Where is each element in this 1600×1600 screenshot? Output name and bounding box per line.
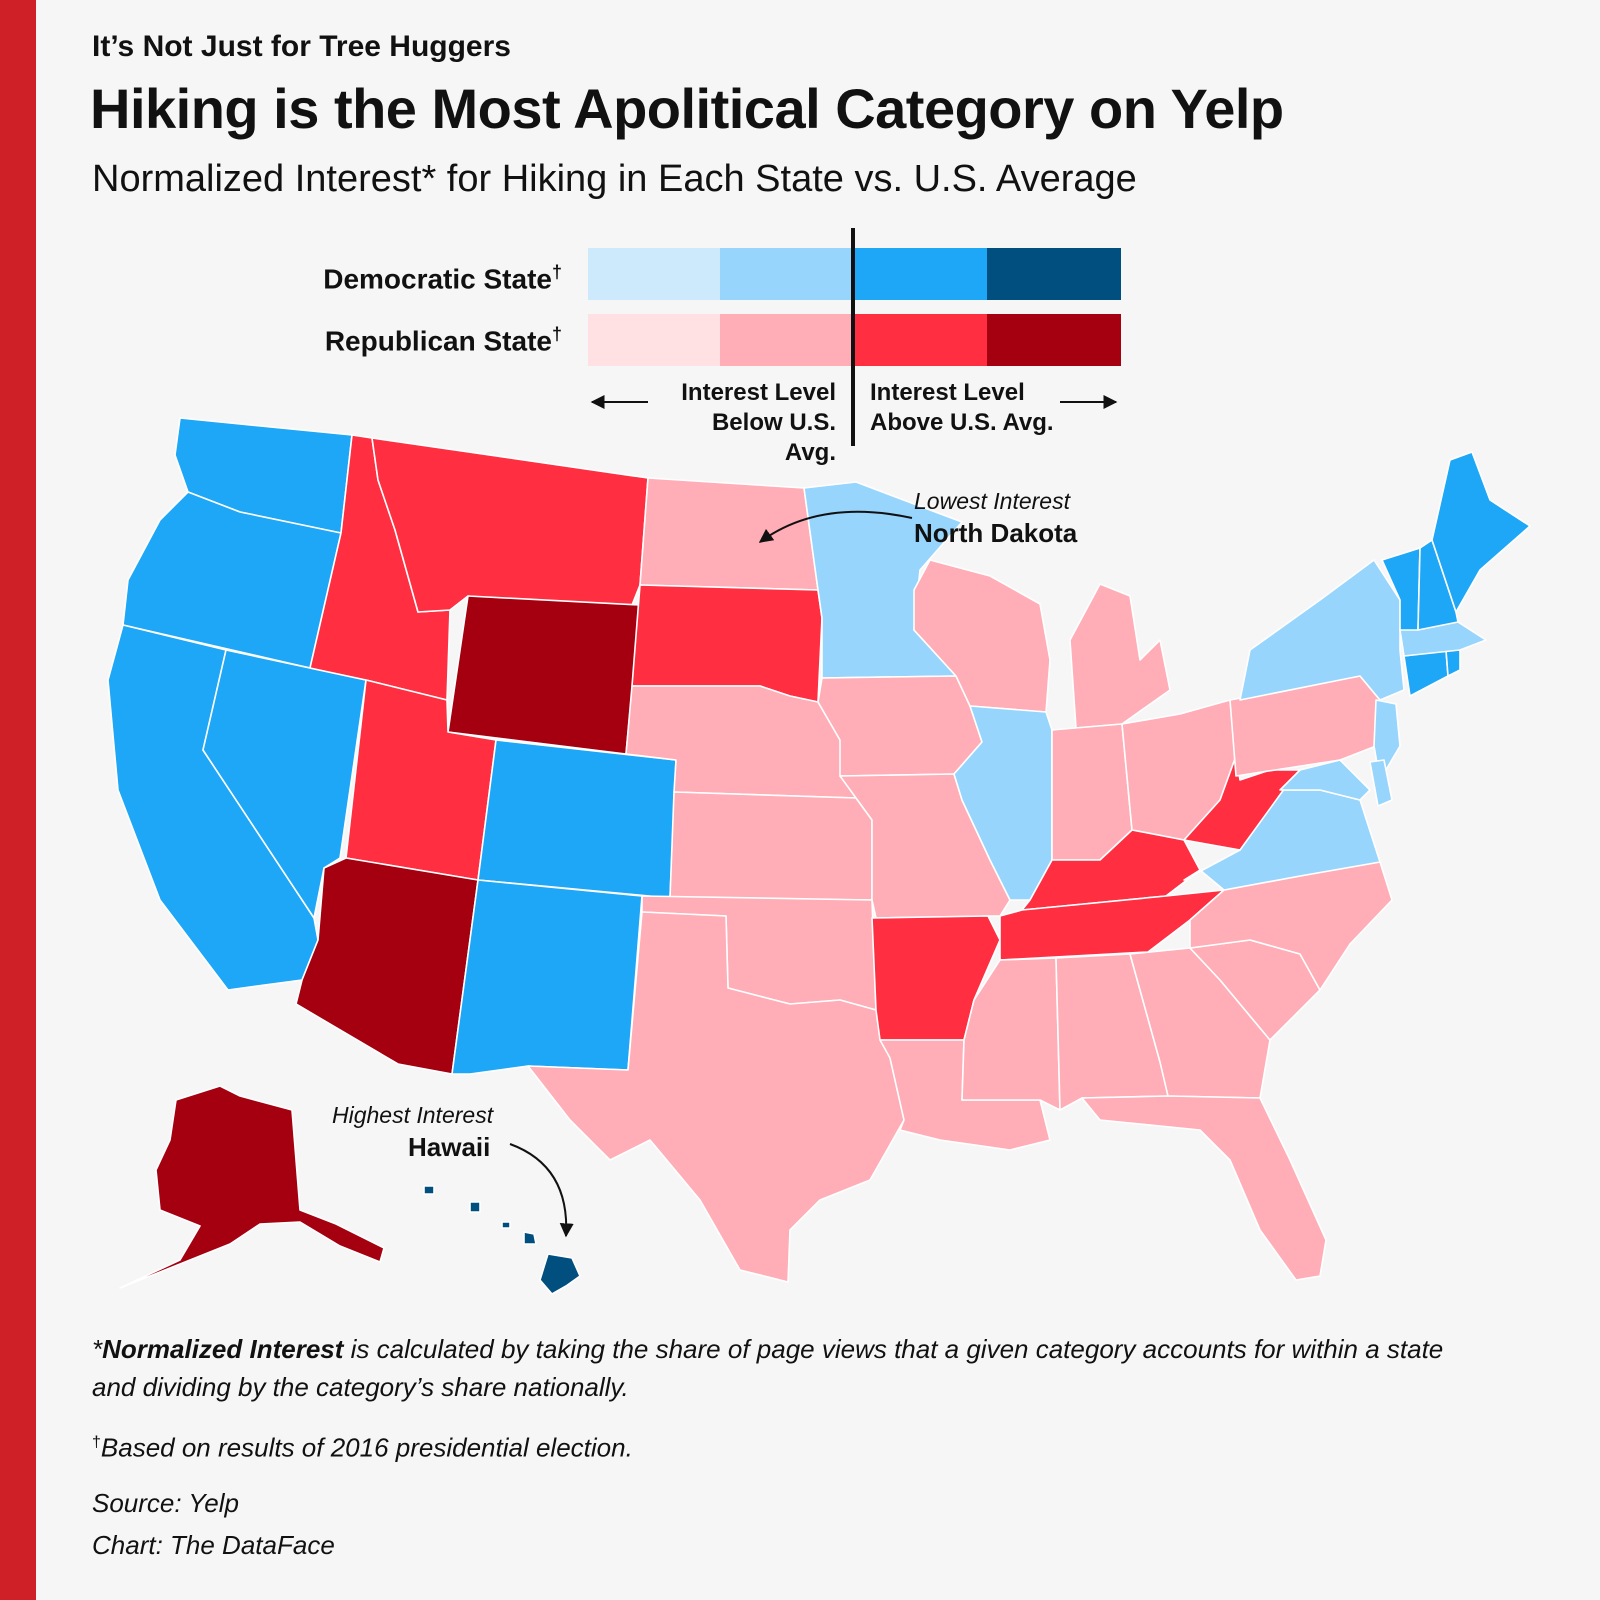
page-title: Hiking is the Most Apolitical Category o… — [90, 77, 1284, 140]
state-new-hampshire — [1417, 539, 1459, 631]
state-arizona — [295, 857, 479, 1075]
legend-republican-label: Republican State† — [324, 324, 562, 357]
chart-credit: Chart: The DataFace — [92, 1530, 335, 1560]
legend-democratic-label: Democratic State† — [323, 262, 562, 295]
state-south-dakota — [631, 584, 823, 703]
state-colorado — [477, 739, 677, 899]
lowest-arrow-icon — [758, 510, 913, 543]
state-mississippi — [961, 957, 1061, 1111]
accent-bar — [0, 0, 36, 1600]
lowest-interest-label: Lowest Interest — [914, 488, 1070, 514]
legend-republican-swatch — [588, 314, 720, 366]
state-new-mexico — [451, 879, 643, 1075]
state-connecticut — [1403, 649, 1449, 697]
legend-democratic-swatch — [720, 248, 853, 300]
state-north-dakota — [639, 477, 819, 591]
state-rhode-island — [1445, 649, 1461, 677]
state-michigan — [1069, 583, 1171, 729]
state-wisconsin — [913, 559, 1051, 713]
state-oregon — [122, 491, 342, 669]
state-hawaii — [423, 1185, 581, 1295]
legend-republican-swatch — [853, 314, 987, 366]
highest-interest-label: Highest Interest — [332, 1102, 494, 1128]
legend-democratic-swatch — [853, 248, 987, 300]
state-kansas — [669, 791, 873, 901]
source-credit: Source: Yelp — [92, 1488, 239, 1518]
election-note: †Based on results of 2016 presidential e… — [92, 1432, 633, 1463]
state-wyoming — [447, 595, 641, 755]
page-subtitle: Normalized Interest* for Hiking in Each … — [92, 158, 1137, 200]
state-new-york — [1239, 559, 1405, 701]
legend-democratic-swatch — [987, 248, 1121, 300]
legend-democratic-swatch — [588, 248, 720, 300]
state-maine — [1431, 451, 1531, 613]
legend-below-text: Interest Level Below U.S. Avg. — [681, 379, 836, 466]
legend-divider — [851, 228, 855, 446]
highest-arrow-icon — [509, 1143, 574, 1238]
state-texas — [527, 911, 905, 1283]
state-indiana — [1051, 723, 1133, 861]
state-montana — [371, 437, 649, 613]
state-maryland — [1279, 759, 1371, 801]
legend-above-text: Interest Level Above U.S. Avg. — [870, 379, 1054, 436]
state-illinois — [953, 705, 1053, 901]
lowest-interest-state: North Dakota — [914, 518, 1078, 548]
kicker: It’s Not Just for Tree Huggers — [92, 30, 511, 63]
state-delaware — [1369, 759, 1393, 807]
state-alaska — [119, 1085, 385, 1289]
normalized-interest-note: *Normalized Interest is calculated by ta… — [92, 1334, 1444, 1402]
state-vermont — [1381, 547, 1421, 631]
state-iowa — [817, 675, 983, 777]
legend-republican-swatch — [987, 314, 1121, 366]
legend-republican-swatch — [720, 314, 853, 366]
state-florida — [1081, 1095, 1327, 1281]
highest-interest-state: Hawaii — [408, 1132, 491, 1162]
